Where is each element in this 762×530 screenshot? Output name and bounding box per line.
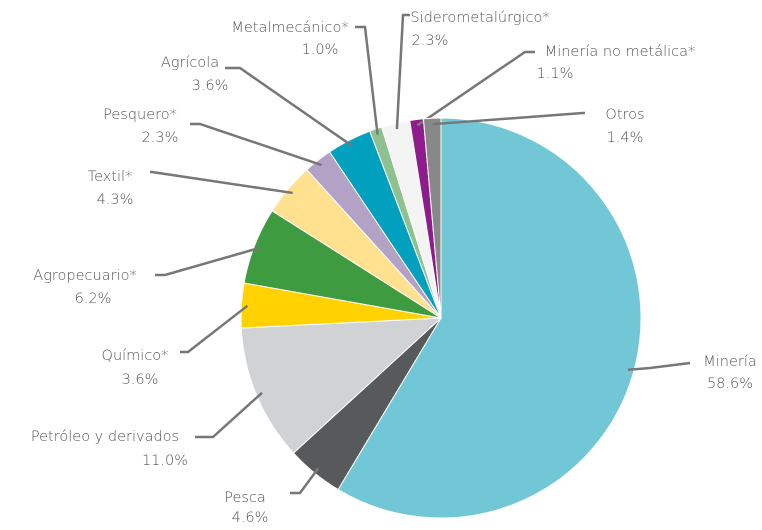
slice-label: Agropecuario* bbox=[33, 268, 136, 284]
leader-line bbox=[290, 467, 320, 495]
slice-value-label: 6.2% bbox=[75, 291, 112, 307]
slice-value-label: 1.4% bbox=[607, 130, 644, 146]
slice-label: Pesca bbox=[224, 490, 266, 506]
slice-label: Siderometalúrgico* bbox=[410, 10, 549, 26]
leader-line bbox=[225, 66, 353, 147]
slice-value-label: 3.6% bbox=[122, 372, 159, 388]
slice-label: Químico* bbox=[102, 348, 169, 364]
slice-value-label: 4.3% bbox=[97, 192, 134, 208]
leader-line bbox=[155, 246, 261, 277]
slice-value-label: 2.3% bbox=[142, 130, 179, 146]
pie-slice bbox=[337, 117, 642, 519]
slice-value-label: 58.6% bbox=[707, 376, 753, 392]
leader-line bbox=[395, 13, 410, 130]
slice-label: Metalmecánico* bbox=[231, 20, 348, 36]
slice-label: Petróleo y derivados bbox=[31, 429, 179, 445]
slice-value-label: 11.0% bbox=[142, 453, 188, 469]
leader-line bbox=[190, 122, 323, 167]
pie-slice bbox=[422, 117, 442, 319]
slice-value-label: 2.3% bbox=[412, 33, 449, 49]
leader-line bbox=[432, 111, 585, 126]
slice-label: Minería bbox=[703, 354, 757, 370]
leader-line bbox=[416, 50, 535, 127]
leader-line bbox=[180, 304, 249, 354]
leader-line bbox=[195, 391, 263, 439]
slice-label: Minería no metálica* bbox=[545, 44, 696, 60]
leader-line bbox=[355, 25, 379, 135]
slice-value-label: 3.6% bbox=[192, 78, 229, 94]
slice-label: Textil* bbox=[88, 169, 133, 185]
slice-label: Otros bbox=[605, 107, 644, 123]
leader-line bbox=[627, 361, 691, 372]
slice-label: Agrícola bbox=[161, 55, 219, 71]
pie-slice bbox=[240, 317, 443, 454]
leader-line bbox=[150, 170, 293, 195]
slice-value-label: 1.1% bbox=[537, 66, 574, 82]
slice-label: Pesquero* bbox=[103, 107, 177, 123]
slice-value-label: 1.0% bbox=[302, 42, 339, 58]
slice-value-label: 4.6% bbox=[232, 510, 269, 526]
